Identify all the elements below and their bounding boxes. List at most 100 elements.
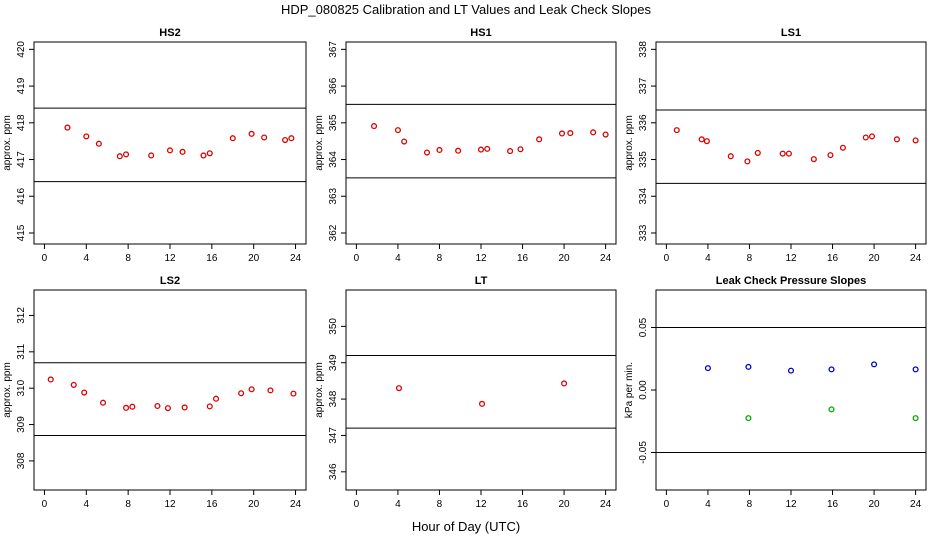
data-point [602,131,609,138]
data-point [839,144,846,151]
x-tick-label: 16 [517,253,529,264]
y-tick-label: 0.00 [638,380,649,400]
x-axis-label: Hour of Day (UTC) [412,519,520,534]
data-point [290,390,297,397]
y-tick-label: 349 [328,354,339,371]
data-point [779,150,786,157]
panel-4: LS2 0 4 8 12 16 20 24 308 309 310 311 312 approx. ppm [2,275,307,510]
y-tick-label: 364 [328,151,339,168]
x-tick-label: 12 [785,499,797,510]
data-point [64,124,71,131]
panel-title: HS2 [159,27,180,39]
y-tick-label: 312 [16,307,27,324]
data-point [99,399,107,406]
data-point [282,137,289,144]
data-point [116,153,123,160]
data-point [436,146,443,154]
x-tick-label: 4 [84,253,90,264]
x-tick-label: 4 [84,499,90,510]
y-tick-label: 333 [638,224,649,241]
x-tick-label: 24 [600,499,612,510]
x-tick-label: 20 [248,499,260,510]
plot-frame [345,289,617,491]
y-tick-label: 367 [328,41,339,58]
y-tick-label: 338 [638,41,649,58]
y-tick-label: 337 [638,77,649,94]
y-tick-label: 309 [16,416,27,433]
x-tick-label: 12 [164,499,176,510]
y-tick-label: 417 [16,151,27,168]
data-point [912,137,919,144]
data-point [148,152,155,159]
data-point [698,136,705,143]
data-point [200,152,207,159]
y-tick-label: 347 [328,427,339,444]
y-tick-label: 336 [638,114,649,131]
y-tick-label: 350 [328,318,339,335]
data-point [787,367,795,374]
data-point [754,149,761,156]
data-point [129,403,136,410]
data-point [871,361,878,368]
data-point [810,156,817,163]
x-tick-label: 8 [125,499,131,510]
data-point [181,404,188,411]
data-point [154,402,161,410]
x-tick-label: 8 [747,499,753,510]
data-point [507,148,514,155]
x-tick-label: 12 [475,499,487,510]
plot-frame [345,41,617,245]
x-tick-label: 20 [869,253,881,264]
data-point [401,138,408,145]
data-point [477,146,485,153]
x-tick-label: 20 [248,253,260,264]
figure-title: HDP_080825 Calibration and LT Values and… [281,2,652,17]
data-point [744,158,751,165]
data-point [423,149,431,156]
y-tick-label: 363 [328,187,339,204]
y-tick-label: 346 [328,463,339,480]
x-tick-label: 16 [206,253,218,264]
data-point [261,134,268,141]
data-point [484,145,491,152]
data-point [561,380,568,387]
data-point [673,127,680,134]
x-tick-label: 8 [125,253,131,264]
x-tick-label: 24 [290,253,302,264]
x-tick-label: 16 [827,499,839,510]
x-tick-label: 0 [354,499,360,510]
data-point [81,389,88,396]
data-point [704,365,711,372]
panel-5: LT 0 4 8 12 16 20 24 346 347 348 349 350 approx. ppm [314,275,617,510]
data-point [123,151,130,158]
data-point [47,376,54,383]
data-point [912,415,919,422]
data-point [862,134,869,141]
data-point [536,136,543,143]
x-tick-label: 4 [395,253,401,264]
data-point [288,135,295,142]
y-axis-label: approx. ppm [624,115,635,171]
x-tick-label: 20 [559,499,571,510]
data-point [238,390,245,397]
plot-frame [33,289,307,491]
x-tick-label: 20 [559,253,571,264]
y-axis-label: approx. ppm [314,115,325,171]
x-tick-label: 0 [42,499,48,510]
y-axis-label: approx. ppm [314,362,325,418]
data-point [267,387,274,394]
y-tick-label: 0.05 [638,317,649,337]
data-point [455,147,462,154]
x-tick-label: 24 [910,499,922,510]
y-axis-label: kPa per min. [624,362,635,418]
x-tick-label: 8 [747,253,753,264]
data-point [478,400,486,407]
data-point [517,146,524,153]
data-point [83,133,90,140]
plot-frame [33,41,307,245]
y-tick-label: 416 [16,187,27,204]
panel-title: LS1 [781,27,801,39]
data-point [394,127,401,134]
y-tick-label: 308 [16,452,27,469]
